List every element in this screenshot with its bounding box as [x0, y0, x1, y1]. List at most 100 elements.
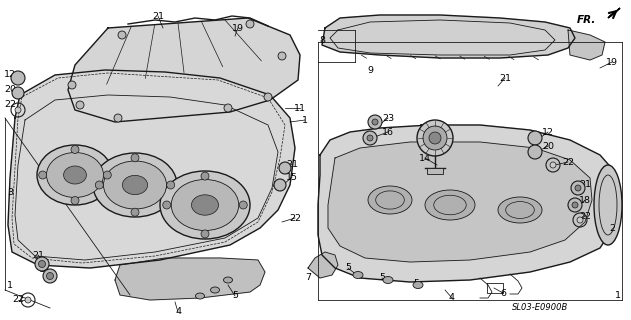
Circle shape: [114, 114, 122, 122]
Ellipse shape: [594, 165, 622, 245]
FancyBboxPatch shape: [427, 168, 443, 174]
Circle shape: [167, 181, 175, 189]
Text: 4: 4: [175, 308, 181, 316]
Ellipse shape: [47, 153, 103, 197]
Text: 12: 12: [4, 69, 16, 78]
Circle shape: [572, 202, 578, 208]
Ellipse shape: [171, 180, 239, 230]
Circle shape: [118, 31, 126, 39]
Polygon shape: [308, 252, 338, 278]
Circle shape: [368, 115, 382, 129]
Circle shape: [224, 104, 232, 112]
Text: SL03-E0900B: SL03-E0900B: [512, 302, 568, 311]
Circle shape: [131, 154, 139, 162]
Text: FR.: FR.: [577, 15, 596, 25]
Text: 13: 13: [419, 124, 431, 132]
Text: 21: 21: [32, 251, 44, 260]
Text: 14: 14: [419, 154, 431, 163]
Circle shape: [278, 52, 286, 60]
Circle shape: [43, 269, 57, 283]
Text: 6: 6: [500, 289, 506, 298]
Text: 5: 5: [232, 292, 238, 300]
Polygon shape: [115, 258, 265, 300]
Text: 21: 21: [579, 180, 591, 188]
Text: 9: 9: [367, 66, 373, 75]
Polygon shape: [8, 70, 295, 268]
Text: 22: 22: [562, 157, 574, 166]
Ellipse shape: [383, 276, 393, 284]
Circle shape: [47, 273, 54, 279]
Circle shape: [239, 201, 247, 209]
Text: 5: 5: [413, 278, 419, 287]
Ellipse shape: [368, 186, 412, 214]
Circle shape: [363, 131, 377, 145]
Ellipse shape: [191, 195, 218, 215]
Circle shape: [264, 93, 272, 101]
Circle shape: [417, 120, 453, 156]
Text: 4: 4: [449, 293, 455, 302]
Text: 8: 8: [319, 36, 325, 44]
Circle shape: [38, 260, 45, 268]
Circle shape: [71, 196, 79, 204]
Text: 19: 19: [232, 23, 244, 33]
Circle shape: [423, 126, 447, 150]
Circle shape: [25, 297, 31, 303]
Circle shape: [528, 131, 542, 145]
Circle shape: [201, 230, 209, 238]
Text: 2: 2: [609, 223, 615, 233]
Ellipse shape: [37, 145, 113, 205]
Ellipse shape: [211, 287, 220, 293]
Text: 17: 17: [39, 266, 51, 275]
Circle shape: [274, 179, 286, 191]
Text: 23: 23: [382, 114, 394, 123]
Circle shape: [163, 201, 171, 209]
Text: 18: 18: [579, 196, 591, 204]
Ellipse shape: [103, 161, 167, 209]
Text: 5: 5: [379, 274, 385, 283]
Circle shape: [429, 132, 441, 144]
Circle shape: [571, 181, 585, 195]
Text: 7: 7: [305, 274, 311, 283]
Circle shape: [528, 145, 542, 159]
Circle shape: [15, 107, 21, 113]
Ellipse shape: [498, 197, 542, 223]
Circle shape: [201, 172, 209, 180]
Polygon shape: [608, 8, 620, 18]
Ellipse shape: [196, 293, 204, 299]
Text: 22: 22: [12, 295, 24, 305]
Ellipse shape: [122, 175, 148, 195]
Text: 22: 22: [579, 212, 591, 220]
Text: 22: 22: [4, 100, 16, 108]
Text: 20: 20: [4, 84, 16, 93]
Circle shape: [246, 20, 254, 28]
Polygon shape: [68, 18, 300, 122]
Circle shape: [568, 198, 582, 212]
Text: 1: 1: [302, 116, 308, 124]
Text: 16: 16: [382, 127, 394, 137]
Text: 11: 11: [294, 103, 306, 113]
Polygon shape: [318, 125, 618, 282]
Circle shape: [550, 162, 556, 168]
Text: 19: 19: [606, 58, 618, 67]
Circle shape: [577, 217, 583, 223]
Text: 20: 20: [542, 141, 554, 150]
Ellipse shape: [353, 271, 363, 278]
Ellipse shape: [160, 171, 250, 239]
Circle shape: [575, 185, 581, 191]
Ellipse shape: [93, 153, 177, 217]
Circle shape: [131, 208, 139, 216]
Ellipse shape: [64, 166, 86, 184]
Text: 5: 5: [345, 263, 351, 273]
Text: 15: 15: [286, 172, 298, 181]
Circle shape: [38, 171, 47, 179]
Text: 1: 1: [615, 291, 621, 300]
Circle shape: [279, 162, 291, 174]
Circle shape: [76, 101, 84, 109]
Polygon shape: [568, 30, 605, 60]
Circle shape: [68, 81, 76, 89]
Circle shape: [71, 146, 79, 154]
Polygon shape: [328, 142, 592, 262]
Circle shape: [367, 135, 373, 141]
Ellipse shape: [413, 282, 423, 289]
Circle shape: [103, 171, 111, 179]
